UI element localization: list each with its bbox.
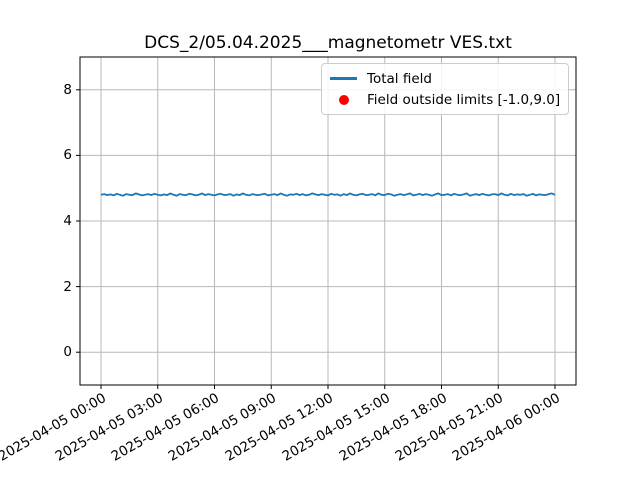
dot-swatch-icon xyxy=(338,94,349,105)
axes-frame xyxy=(79,56,577,386)
y-tick-label: 4 xyxy=(63,213,72,229)
chart-title: DCS_2/05.04.2025___magnetometr VES.txt xyxy=(144,33,512,53)
legend-swatch-area xyxy=(330,77,357,80)
y-tick-label: 0 xyxy=(63,344,72,361)
legend-item-total-field: Total field xyxy=(330,68,560,89)
line-swatch-icon xyxy=(330,77,357,80)
legend: Total field Field outside limits [-1.0,9… xyxy=(321,63,569,115)
legend-label-outside-limits: Field outside limits [-1.0,9.0] xyxy=(367,91,561,108)
legend-label-total-field: Total field xyxy=(367,70,432,87)
legend-swatch-area xyxy=(330,94,357,105)
y-tick-label: 8 xyxy=(63,81,72,98)
total-field-line xyxy=(100,192,556,197)
y-tick-label: 6 xyxy=(63,147,72,164)
y-tick-label: 2 xyxy=(63,278,72,295)
legend-item-outside-limits: Field outside limits [-1.0,9.0] xyxy=(330,89,560,110)
